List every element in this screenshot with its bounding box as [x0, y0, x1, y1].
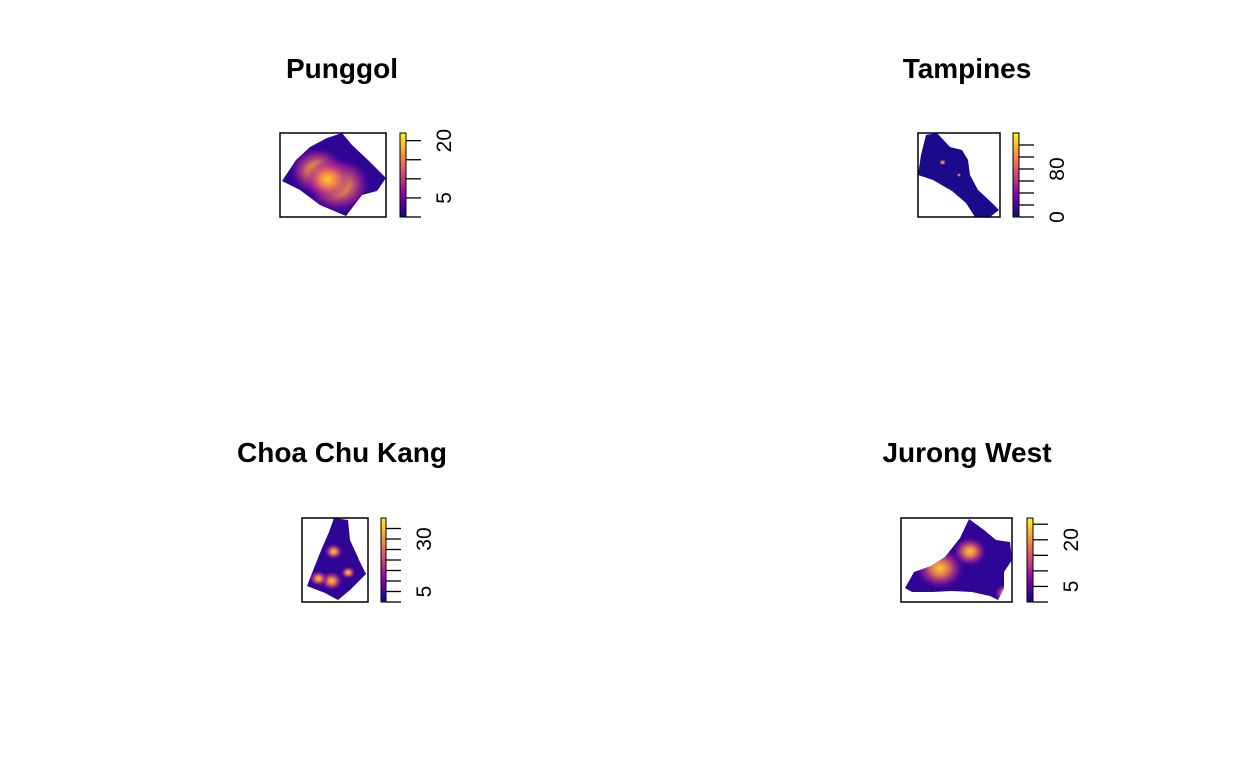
map-frame-jurong-west: [900, 517, 1013, 603]
map-frame-choa-chu-kang: [301, 517, 369, 603]
heat-hotspot: [938, 159, 947, 166]
heat-hotspot: [324, 543, 343, 560]
colorbar-tick-label: 0: [1046, 211, 1069, 223]
heatmap-punggol: [282, 133, 386, 216]
colorbar-tick-label: 5: [1060, 581, 1083, 593]
heat-hotspot: [994, 583, 1012, 600]
heat-hotspot: [309, 570, 328, 587]
colorbar-tampines: 0 80: [1012, 132, 1069, 223]
panel-punggol: Punggol 5 20: [279, 53, 456, 218]
panel-tampines: Tampines 0 80: [903, 53, 1069, 223]
colorbar-tick-label: 80: [1046, 157, 1069, 180]
colorbar-tick-label: 30: [413, 527, 436, 550]
colorbar-tick-label: 20: [1060, 528, 1083, 551]
colorbar-gradient: [399, 132, 407, 218]
heat-hotspot: [340, 566, 356, 579]
panel-title-jurong-west: Jurong West: [882, 437, 1051, 468]
heat-hotspot: [956, 172, 962, 178]
panel-title-tampines: Tampines: [903, 53, 1032, 84]
colorbar-choa-chu-kang: 5 30: [380, 517, 436, 603]
heatmap-tampines: [918, 133, 999, 217]
panel-title-punggol: Punggol: [286, 53, 398, 84]
colorbar-gradient: [1012, 132, 1020, 218]
panel-choa-chu-kang: Choa Chu Kang 5 30: [237, 437, 447, 603]
colorbar-punggol: 5 20: [399, 129, 456, 218]
colorbar-tick-label: 5: [413, 586, 436, 598]
colorbar-gradient: [380, 517, 387, 603]
panel-jurong-west: Jurong West 5 20: [882, 437, 1083, 603]
colorbar-jurong-west: 5 20: [1026, 517, 1083, 603]
colorbar-tick-label: 5: [433, 192, 456, 204]
map-frame-punggol: [279, 132, 387, 218]
map-frame-tampines: [917, 132, 1001, 218]
heat-hotspot: [304, 159, 352, 200]
heat-hotspot: [952, 537, 987, 567]
panel-title-choa-chu-kang: Choa Chu Kang: [237, 437, 447, 468]
heatmap-choa-chu-kang: [307, 518, 366, 600]
heatmap-jurong-west: [905, 519, 1012, 600]
colorbar-gradient: [1026, 517, 1034, 603]
colorbar-tick-label: 20: [433, 129, 456, 152]
